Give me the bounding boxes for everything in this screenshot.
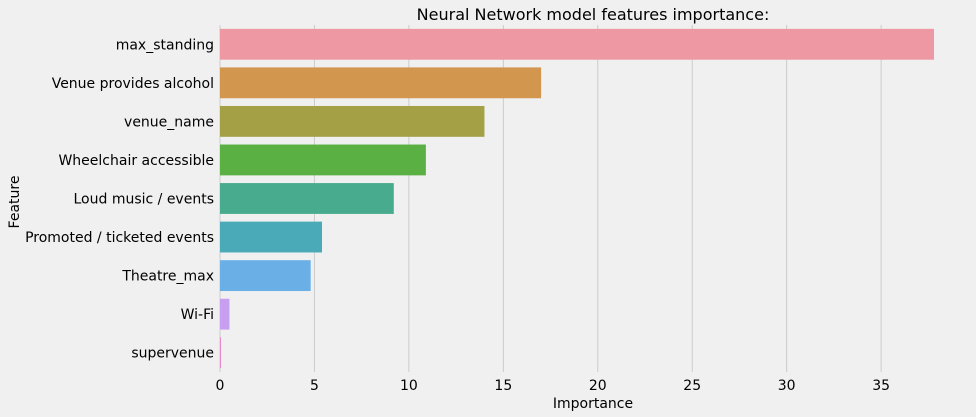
y-tick-label: Wheelchair accessible bbox=[58, 153, 214, 169]
y-tick-label: venue_name bbox=[124, 114, 214, 130]
bar-3 bbox=[220, 144, 426, 176]
x-tick-label: 35 bbox=[872, 378, 890, 394]
bar-1 bbox=[220, 67, 542, 99]
bar-2 bbox=[220, 105, 485, 137]
bar-7 bbox=[220, 298, 230, 330]
y-tick-label: supervenue bbox=[131, 346, 214, 362]
y-tick-label: Venue provides alcohol bbox=[52, 76, 214, 92]
chart-title: Neural Network model features importance… bbox=[417, 5, 770, 24]
y-tick-label: Theatre_max bbox=[121, 269, 214, 285]
y-tick-label: max_standing bbox=[116, 37, 214, 53]
y-tick-labels: max_standing Venue provides alcohol venue_… bbox=[25, 37, 214, 361]
x-tick-label: 30 bbox=[778, 378, 796, 394]
y-tick-label: Wi-Fi bbox=[181, 307, 214, 323]
x-tick-label: 0 bbox=[216, 378, 225, 394]
y-tick-label: Loud music / events bbox=[73, 192, 214, 208]
x-tick-label: 15 bbox=[494, 378, 512, 394]
x-axis-label: Importance bbox=[553, 396, 633, 412]
bars bbox=[220, 28, 934, 369]
bar-6 bbox=[220, 260, 311, 292]
x-tick-label: 10 bbox=[400, 378, 418, 394]
x-tick-label: 20 bbox=[589, 378, 607, 394]
x-tick-labels: 0 5 10 15 20 25 30 35 bbox=[216, 378, 890, 394]
x-tick-label: 5 bbox=[310, 378, 319, 394]
bar-4 bbox=[220, 183, 394, 214]
x-tick-label: 25 bbox=[683, 378, 701, 394]
bar-5 bbox=[220, 221, 322, 253]
y-axis-label: Feature bbox=[7, 176, 23, 229]
bar-8 bbox=[220, 337, 221, 369]
y-tick-label: Promoted / ticketed events bbox=[25, 230, 214, 246]
bar-0 bbox=[220, 28, 934, 60]
